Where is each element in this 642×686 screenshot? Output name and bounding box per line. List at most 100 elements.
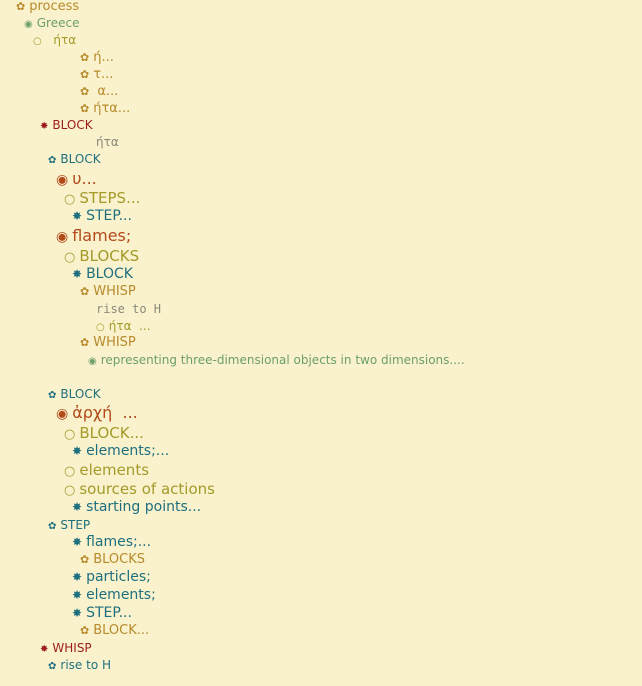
flower-bullet-icon[interactable]: ✿	[48, 521, 57, 532]
outline-node[interactable]: ✿ WHISP	[80, 336, 136, 349]
star-bullet-icon[interactable]: ✸	[72, 588, 83, 602]
outline-node[interactable]: ✿ τ...	[80, 68, 113, 81]
outline-node[interactable]: ✿ ή...	[80, 51, 114, 64]
outline-node[interactable]: ○ STEPS...	[64, 189, 141, 207]
outline-node[interactable]: ○ BLOCKS	[64, 247, 140, 265]
outline-node[interactable]: ◉ υ...	[56, 171, 97, 188]
flower-bullet-icon[interactable]: ✿	[80, 285, 90, 298]
outline-node-label: representing three-dimensional objects i…	[100, 353, 465, 367]
outline-node[interactable]: ✿ BLOCK	[48, 388, 101, 401]
outline-node[interactable]: ✸ flames;...	[72, 535, 151, 549]
outline-node-label: BLOCKS	[93, 552, 146, 567]
outline-node-label: BLOCK	[86, 266, 133, 282]
star-bullet-icon[interactable]: ✸	[40, 121, 49, 132]
outline-node-label: WHISP	[93, 284, 136, 299]
outline-node-label: BLOCK...	[79, 424, 144, 442]
hollow-circle-bullet-icon[interactable]: ○	[64, 427, 76, 442]
outline-node-label: Greece	[36, 16, 80, 30]
outline-node[interactable]: ✸ WHISP	[40, 642, 92, 655]
star-bullet-icon[interactable]: ✸	[72, 500, 83, 514]
flower-bullet-icon[interactable]: ✿	[48, 661, 57, 672]
outline-node-label: elements	[79, 461, 150, 479]
outline-node[interactable]: ✸ particles;	[72, 570, 151, 584]
outline-node-label: τ...	[93, 67, 114, 82]
outline-node-label: ἀρχή ...	[72, 403, 138, 422]
filled-circle-bullet-icon[interactable]: ◉	[56, 406, 69, 422]
outline-node-label: STEP...	[86, 605, 132, 621]
outline-node-label: STEP...	[86, 208, 132, 224]
outline-node[interactable]: ◉ Greece	[24, 17, 79, 30]
outline-node-label: elements;...	[86, 443, 170, 459]
outline-node-label: elements;	[86, 587, 156, 603]
outline-node[interactable]: ✸ elements;	[72, 588, 156, 602]
filled-circle-bullet-icon[interactable]: ◉	[56, 172, 69, 188]
star-bullet-icon[interactable]: ✸	[72, 444, 83, 458]
outline-node[interactable]: ✿ α...	[80, 85, 118, 98]
flower-bullet-icon[interactable]: ✿	[80, 624, 90, 637]
filled-circle-bullet-icon[interactable]: ◉	[88, 356, 97, 367]
outline-node[interactable]: ✸ STEP...	[72, 209, 132, 223]
outline-node[interactable]: ✸ STEP...	[72, 606, 132, 620]
hollow-circle-bullet-icon[interactable]: ○	[96, 322, 105, 333]
hollow-circle-bullet-icon[interactable]: ○	[33, 36, 42, 47]
outline-node-label: sources of actions	[79, 480, 215, 498]
outline-node-label: WHISP	[52, 641, 92, 655]
outline-node-label: rise to H	[96, 302, 162, 316]
star-bullet-icon[interactable]: ✸	[72, 209, 83, 223]
outline-node[interactable]: ◉ ἀρχή ...	[56, 403, 138, 422]
outline-node-label: BLOCK	[60, 152, 101, 166]
outline-node[interactable]: ◉ flames;	[56, 226, 132, 245]
outline-node-label: flames;	[72, 226, 132, 245]
outline-node-label: ήτα ...	[108, 319, 151, 333]
flower-bullet-icon[interactable]: ✿	[80, 68, 90, 81]
outline-node-label: BLOCK...	[93, 623, 150, 638]
flower-bullet-icon[interactable]: ✿	[80, 336, 90, 349]
star-bullet-icon[interactable]: ✸	[72, 606, 83, 620]
outline-node-label: STEPS...	[79, 189, 141, 207]
star-bullet-icon[interactable]: ✸	[72, 535, 83, 549]
outline-node[interactable]: rise to H	[96, 303, 161, 315]
outline-node[interactable]: ○ ήτα	[33, 34, 76, 47]
outline-node-label: STEP	[60, 518, 91, 532]
outline-node-label: rise to H	[60, 658, 111, 672]
star-bullet-icon[interactable]: ✸	[72, 267, 83, 281]
hollow-circle-bullet-icon[interactable]: ○	[64, 464, 76, 479]
hollow-circle-bullet-icon[interactable]: ○	[64, 192, 76, 207]
outline-node[interactable]: ✸ elements;...	[72, 444, 169, 458]
outline-node[interactable]: ✿ ήτα...	[80, 102, 130, 115]
flower-bullet-icon[interactable]: ✿	[48, 155, 57, 166]
outline-node[interactable]: ήτα	[96, 136, 119, 148]
hollow-circle-bullet-icon[interactable]: ○	[64, 250, 76, 265]
outline-node[interactable]: ✸ BLOCK	[40, 119, 93, 132]
flower-bullet-icon[interactable]: ✿	[48, 390, 57, 401]
outline-node[interactable]: ◉ representing three-dimensional objects …	[88, 354, 465, 367]
outline-node-label: particles;	[86, 569, 151, 585]
flower-bullet-icon[interactable]: ✿	[80, 102, 90, 115]
outline-node[interactable]: ✸ starting points...	[72, 500, 201, 514]
outline-node[interactable]: ✿ BLOCKS	[80, 553, 145, 566]
outline-node[interactable]: ○ BLOCK...	[64, 424, 144, 442]
flower-bullet-icon[interactable]: ✿	[80, 553, 90, 566]
filled-circle-bullet-icon[interactable]: ◉	[24, 19, 33, 30]
outline-node[interactable]: ✿ process	[16, 0, 79, 13]
outline-node[interactable]: ✸ BLOCK	[72, 267, 133, 281]
hollow-circle-bullet-icon[interactable]: ○	[64, 483, 76, 498]
filled-circle-bullet-icon[interactable]: ◉	[56, 229, 69, 245]
outline-node[interactable]: ✿ BLOCK	[48, 153, 101, 166]
outline-node[interactable]: ○ sources of actions	[64, 480, 215, 498]
flower-bullet-icon[interactable]: ✿	[80, 85, 90, 98]
flower-bullet-icon[interactable]: ✿	[16, 0, 26, 13]
flower-bullet-icon[interactable]: ✿	[80, 51, 90, 64]
outline-node-label: BLOCKS	[79, 247, 140, 265]
outline-node[interactable]: ✿ BLOCK...	[80, 624, 149, 637]
outline-node[interactable]: ✿ STEP	[48, 519, 90, 532]
star-bullet-icon[interactable]: ✸	[40, 644, 49, 655]
star-bullet-icon[interactable]: ✸	[72, 570, 83, 584]
outline-node[interactable]: ○ ήτα ...	[96, 320, 151, 333]
outline-node[interactable]: ✿ rise to H	[48, 659, 111, 672]
outline-node-label: ήτα	[45, 33, 77, 47]
outline-node[interactable]: ✿ WHISP	[80, 285, 136, 298]
outline-node-label: starting points...	[86, 499, 202, 515]
outline-node[interactable]: ○ elements	[64, 461, 150, 479]
